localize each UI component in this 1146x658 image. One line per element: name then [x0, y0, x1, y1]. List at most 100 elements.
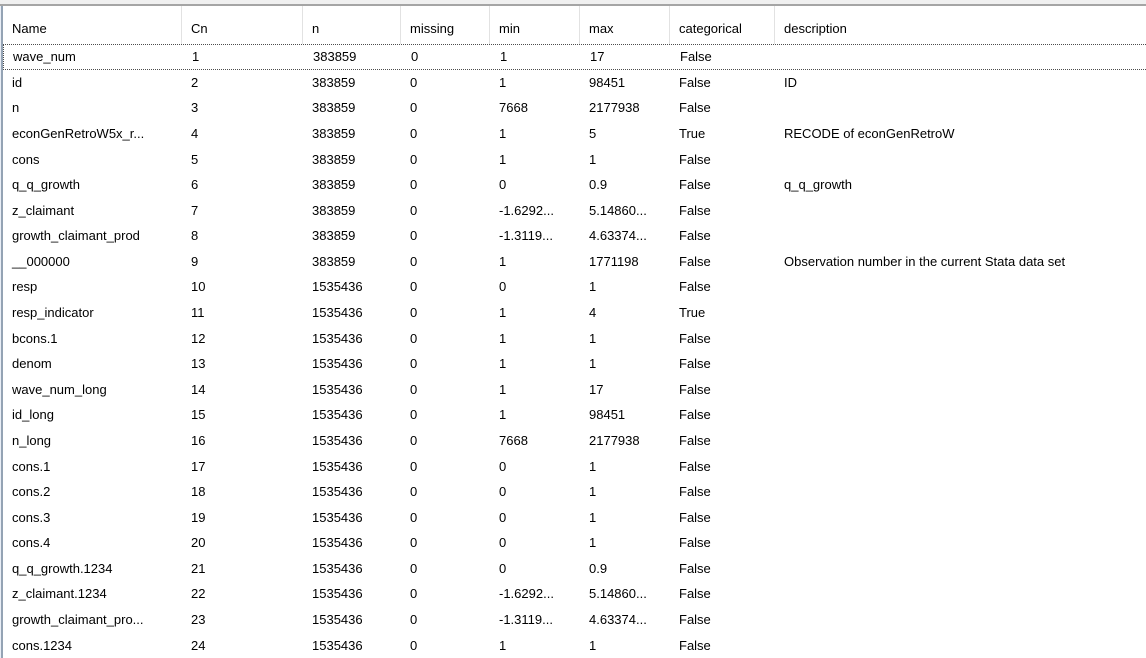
cell-missing[interactable]: 0	[410, 407, 418, 423]
table-row[interactable]: wave_num_long 14 1535436 0 1 17 False	[3, 376, 1146, 403]
cell-max[interactable]: 1	[589, 458, 597, 474]
cell-cn[interactable]: 20	[191, 535, 206, 551]
table-row[interactable]: cons 5 383859 0 1 1 False	[3, 146, 1146, 172]
cell-cn[interactable]: 11	[191, 305, 205, 321]
cell-min[interactable]: 0	[499, 509, 507, 525]
cell-categorical[interactable]: False	[679, 637, 711, 653]
cell-max[interactable]: 1	[589, 279, 597, 295]
cell-min[interactable]: 7668	[499, 432, 528, 448]
cell-n[interactable]: 1535436	[312, 535, 363, 551]
cell-cn[interactable]: 1	[192, 49, 200, 65]
cell-cn[interactable]: 16	[191, 432, 206, 448]
cell-n[interactable]: 1535436	[312, 381, 363, 397]
cell-categorical[interactable]: False	[679, 356, 711, 372]
cell-max[interactable]: 5.14860...	[589, 202, 647, 218]
cell-n[interactable]: 383859	[312, 253, 356, 269]
cell-name[interactable]: resp	[12, 279, 38, 295]
table-row[interactable]: econGenRetroW5x_r... 4 383859 0 1 5 True RECODE…	[3, 120, 1146, 147]
cell-description[interactable]: Observation number in the current Stata …	[784, 253, 1066, 269]
cell-min[interactable]: -1.3119...	[499, 228, 553, 244]
cell-n[interactable]: 383859	[312, 151, 356, 167]
cell-min[interactable]: 1	[499, 330, 507, 346]
table-row[interactable]: cons.4 20 1535436 0 0 1 False	[3, 529, 1146, 556]
cell-missing[interactable]: 0	[410, 177, 418, 193]
cell-categorical[interactable]: False	[679, 177, 711, 193]
cell-min[interactable]: -1.6292...	[499, 586, 554, 602]
cell-min[interactable]: 0	[499, 279, 507, 295]
cell-max[interactable]: 1771198	[589, 253, 639, 269]
cell-name[interactable]: growth_claimant_prod	[12, 228, 140, 244]
cell-cn[interactable]: 9	[191, 253, 199, 269]
cell-n[interactable]: 1535436	[312, 509, 363, 525]
cell-missing[interactable]: 0	[410, 305, 418, 321]
cell-name[interactable]: resp_indicator	[12, 305, 94, 321]
cell-missing[interactable]: 0	[410, 612, 418, 627]
cell-categorical[interactable]: False	[679, 279, 711, 295]
table-row[interactable]: id 2 383859 0 1 98451 False ID	[3, 69, 1146, 96]
cell-cn[interactable]: 6	[191, 177, 199, 193]
table-row[interactable]: id_long 15 1535436 0 1 98451 False	[3, 402, 1146, 428]
table-row[interactable]: cons.1 17 1535436 0 0 1 False	[3, 453, 1146, 479]
cell-missing[interactable]: 0	[410, 202, 418, 218]
cell-max[interactable]: 17	[590, 49, 605, 65]
cell-description[interactable]: q_q_growth	[784, 177, 852, 193]
cell-categorical[interactable]: False	[679, 612, 711, 627]
cell-categorical[interactable]: False	[679, 458, 711, 474]
cell-categorical[interactable]: False	[679, 407, 711, 423]
cell-categorical[interactable]: False	[679, 560, 711, 576]
cell-missing[interactable]: 0	[410, 253, 418, 269]
cell-cn[interactable]: 17	[191, 458, 206, 474]
cell-cn[interactable]: 2	[191, 74, 199, 90]
cell-missing[interactable]: 0	[410, 74, 418, 90]
table-row[interactable]: growth_claimant_prod 8 383859 0 -1.3119... 4.…	[3, 223, 1146, 249]
cell-name[interactable]: id	[12, 74, 23, 90]
cell-categorical[interactable]: False	[679, 330, 711, 346]
cell-missing[interactable]: 0	[410, 509, 418, 525]
cell-categorical[interactable]: True	[679, 305, 706, 321]
cell-name[interactable]: growth_claimant_pro...	[12, 612, 144, 627]
cell-n[interactable]: 1535436	[312, 458, 363, 474]
cell-categorical[interactable]: True	[679, 126, 706, 142]
cell-n[interactable]: 383859	[312, 74, 356, 90]
cell-missing[interactable]: 0	[410, 279, 418, 295]
cell-name[interactable]: cons.3	[12, 509, 51, 525]
cell-categorical[interactable]: False	[679, 509, 711, 525]
table-row[interactable]: cons.1234 24 1535436 0 1 1 False	[3, 632, 1146, 658]
cell-categorical[interactable]: False	[680, 49, 712, 65]
cell-min[interactable]: 0	[499, 177, 507, 193]
cell-max[interactable]: 4	[589, 305, 597, 321]
cell-n[interactable]: 1535436	[312, 637, 363, 653]
cell-missing[interactable]: 0	[410, 637, 418, 653]
table-row[interactable]: cons.3 19 1535436 0 0 1 False	[3, 504, 1146, 530]
cell-cn[interactable]: 24	[191, 637, 206, 653]
cell-description[interactable]: RECODE of econGenRetroW	[784, 126, 955, 142]
cell-max[interactable]: 17	[589, 381, 604, 397]
cell-cn[interactable]: 12	[191, 330, 206, 346]
cell-name[interactable]: n_long	[12, 432, 52, 448]
cell-max[interactable]: 1	[589, 509, 597, 525]
cell-min[interactable]: 1	[499, 253, 507, 269]
cell-n[interactable]: 1535436	[312, 330, 363, 346]
cell-n[interactable]: 383859	[313, 49, 357, 65]
cell-missing[interactable]: 0	[410, 432, 418, 448]
cell-max[interactable]: 1	[589, 151, 597, 167]
table-row[interactable]: __000000 9 383859 0 1 1771198 False Observation…	[3, 248, 1146, 275]
cell-max[interactable]: 1	[589, 535, 597, 551]
cell-name[interactable]: cons.2	[12, 484, 51, 500]
cell-n[interactable]: 1535436	[312, 560, 363, 576]
table-row[interactable]: z_claimant 7 383859 0 -1.6292... 5.14860... Fa…	[3, 197, 1146, 224]
cell-min[interactable]: 1	[499, 381, 507, 397]
cell-min[interactable]: 7668	[499, 100, 528, 116]
cell-missing[interactable]: 0	[410, 228, 418, 244]
cell-max[interactable]: 5	[589, 126, 597, 142]
cell-name[interactable]: q_q_growth.1234	[12, 560, 113, 576]
cell-min[interactable]: 1	[499, 151, 507, 167]
cell-categorical[interactable]: False	[679, 202, 711, 218]
cell-missing[interactable]: 0	[410, 330, 418, 346]
cell-name[interactable]: cons.1	[12, 458, 51, 474]
cell-name[interactable]: bcons.1	[12, 330, 58, 346]
cell-name[interactable]: econGenRetroW5x_r...	[12, 126, 145, 142]
cell-cn[interactable]: 10	[191, 279, 206, 295]
cell-n[interactable]: 383859	[312, 177, 356, 193]
table-row[interactable]: resp_indicator 11 1535436 0 1 4 True	[3, 299, 1146, 326]
